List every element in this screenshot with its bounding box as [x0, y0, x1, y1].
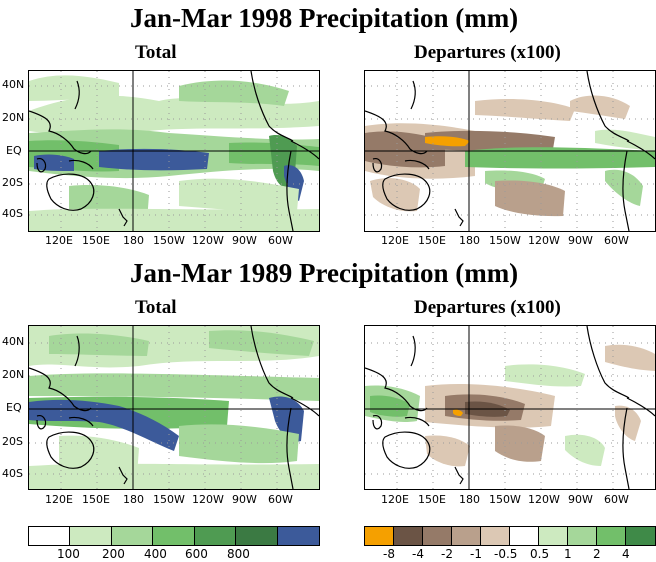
- total-legend-swatch: [236, 527, 278, 545]
- lon-label: 120W: [192, 493, 224, 506]
- lon-label: 120E: [381, 493, 409, 506]
- title-1989: Jan-Mar 1989 Precipitation (mm): [130, 258, 519, 288]
- lat-label: 40S: [2, 207, 23, 220]
- lon-label: 120W: [192, 234, 224, 247]
- lon-label: 60W: [268, 493, 293, 506]
- lon-label: 120E: [45, 493, 73, 506]
- coastlines: [29, 326, 319, 489]
- total-legend-swatch: [70, 527, 112, 545]
- grid-lines: [29, 326, 319, 489]
- total-legend-swatch: [194, 527, 237, 545]
- lon-label: 180: [459, 493, 480, 506]
- departure-legend-label: -8: [383, 547, 395, 561]
- grid-lines: [365, 71, 655, 231]
- subtitle-total-1989: Total: [135, 297, 177, 318]
- lon-label: 150E: [82, 234, 110, 247]
- lat-label: EQ: [6, 401, 22, 414]
- lat-label: 20N: [2, 368, 25, 381]
- lat-label: 20N: [2, 111, 25, 124]
- departure-legend-swatch: [452, 527, 481, 545]
- total-legend-label: 600: [185, 547, 208, 561]
- grid-lines: [29, 71, 319, 231]
- lon-label: 120E: [381, 234, 409, 247]
- map-1998-departures: [364, 70, 656, 232]
- lon-label: 180: [459, 234, 480, 247]
- map-1989-total: [28, 325, 320, 490]
- departure-legend-swatch: [597, 527, 626, 545]
- lat-label: 40S: [2, 467, 23, 480]
- departure-legend-label: 2: [593, 547, 601, 561]
- total-legend-swatch: [29, 527, 71, 545]
- departure-legend-swatch: [423, 527, 452, 545]
- lat-label: 40N: [2, 335, 25, 348]
- lon-label: 180: [123, 234, 144, 247]
- departure-legend-swatch: [568, 527, 597, 545]
- lon-label: 120E: [45, 234, 73, 247]
- precip-shading: [29, 71, 319, 231]
- total-legend-swatch: [153, 527, 195, 545]
- departure-legend-swatch: [510, 527, 539, 545]
- lon-label: 150W: [153, 234, 185, 247]
- reference-axes: [365, 71, 655, 231]
- total-legend-swatch: [111, 527, 154, 545]
- lon-label: 60W: [268, 234, 293, 247]
- departure-legend-label: -4: [412, 547, 424, 561]
- total-legend-label: 200: [102, 547, 125, 561]
- departure-legend-swatch: [539, 527, 568, 545]
- subtitle-total-1998: Total: [135, 42, 177, 63]
- lon-label: 150E: [418, 234, 446, 247]
- total-legend-label: 800: [227, 547, 250, 561]
- lat-label: 20S: [2, 435, 23, 448]
- subtitle-departures-1989: Departures (x100): [414, 297, 561, 318]
- departure-legend-swatch: [394, 527, 423, 545]
- departure-legend-swatch: [481, 527, 510, 545]
- total-legend-label: 100: [57, 547, 80, 561]
- reference-axes: [365, 326, 655, 489]
- lon-label: 150E: [82, 493, 110, 506]
- reference-axes: [29, 71, 319, 231]
- lon-label: 90W: [232, 234, 257, 247]
- lat-label: 20S: [2, 176, 23, 189]
- coastlines: [365, 71, 655, 231]
- departure-legend-label: -1: [470, 547, 482, 561]
- lon-label: 120W: [528, 493, 560, 506]
- title-1998: Jan-Mar 1998 Precipitation (mm): [130, 3, 519, 33]
- coastlines: [29, 71, 319, 231]
- lon-label: 150W: [489, 493, 521, 506]
- grid-lines: [365, 326, 655, 489]
- map-1989-departures: [364, 325, 656, 490]
- reference-axes: [29, 326, 319, 489]
- departure-legend-label: 1: [564, 547, 572, 561]
- lon-label: 90W: [568, 493, 593, 506]
- lon-label: 150E: [418, 493, 446, 506]
- coastlines: [365, 326, 655, 489]
- departures-colorbar: [364, 526, 656, 546]
- total-legend-label: 400: [144, 547, 167, 561]
- departure-legend-label: 0.5: [530, 547, 550, 561]
- subtitle-departures-1998: Departures (x100): [414, 42, 561, 63]
- departure-legend-label: -0.5: [494, 547, 518, 561]
- precip-shading: [29, 326, 319, 489]
- lon-label: 90W: [232, 493, 257, 506]
- departure-legend-swatch: [365, 527, 394, 545]
- lon-label: 90W: [568, 234, 593, 247]
- map-1998-total: [28, 70, 320, 232]
- total-legend-swatch: [277, 527, 319, 545]
- departure-legend-swatch: [626, 527, 655, 545]
- lon-label: 60W: [604, 493, 629, 506]
- lon-label: 180: [123, 493, 144, 506]
- lon-label: 120W: [528, 234, 560, 247]
- anomaly-shading: [365, 326, 655, 489]
- lon-label: 150W: [489, 234, 521, 247]
- total-colorbar: [28, 526, 320, 546]
- lat-label: 40N: [2, 78, 25, 91]
- departure-legend-label: 4: [622, 547, 630, 561]
- lat-label: EQ: [6, 144, 22, 157]
- lon-label: 60W: [604, 234, 629, 247]
- departure-legend-label: -2: [441, 547, 453, 561]
- lon-label: 150W: [153, 493, 185, 506]
